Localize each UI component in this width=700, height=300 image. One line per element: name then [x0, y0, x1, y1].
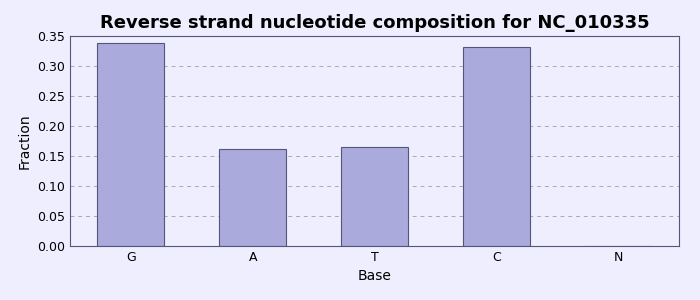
- Title: Reverse strand nucleotide composition for NC_010335: Reverse strand nucleotide composition fo…: [99, 14, 650, 32]
- Bar: [341, 147, 408, 246]
- Bar: [97, 43, 164, 246]
- Bar: [219, 149, 286, 246]
- Y-axis label: Fraction: Fraction: [18, 113, 32, 169]
- Bar: [463, 47, 530, 246]
- X-axis label: Base: Base: [358, 269, 391, 284]
